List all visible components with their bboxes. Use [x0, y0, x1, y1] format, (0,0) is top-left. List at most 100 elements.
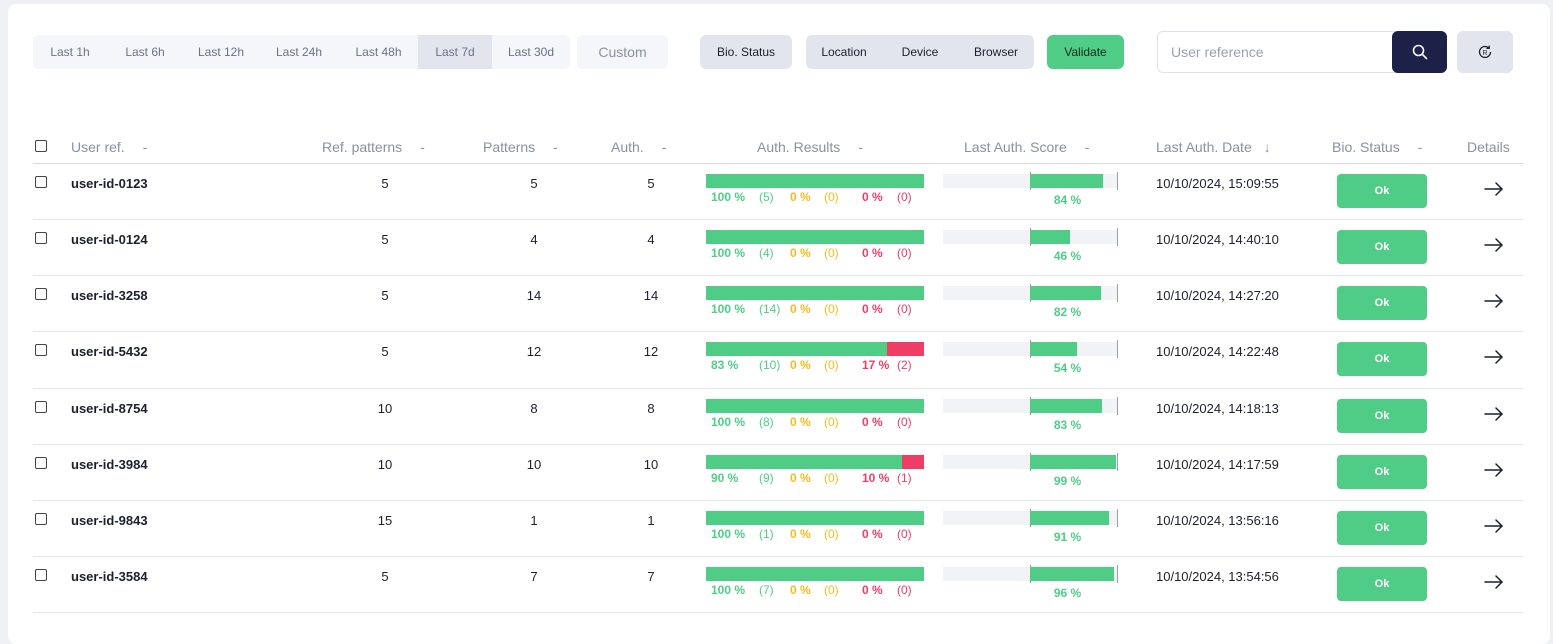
score-value: 84 % — [1053, 193, 1082, 207]
user-ref[interactable]: user-id-3584 — [71, 569, 148, 584]
arrow-right-icon[interactable] — [1483, 234, 1505, 256]
patterns-value: 4 — [530, 232, 538, 247]
validate-button[interactable]: Validate — [1047, 35, 1124, 69]
table-row: user-id-8754 10 8 8 100 % (8) 0 % (0) 0 … — [33, 389, 1523, 445]
location-filter-button[interactable]: Location — [821, 45, 867, 59]
score-fill — [1030, 174, 1103, 188]
row-checkbox[interactable] — [35, 344, 47, 356]
col-details-label: Details — [1467, 139, 1510, 155]
custom-range-button[interactable]: Custom — [577, 35, 668, 69]
auth-value: 7 — [647, 569, 655, 584]
arrow-right-icon[interactable] — [1483, 459, 1505, 481]
user-ref[interactable]: user-id-3258 — [71, 288, 148, 303]
row-checkbox[interactable] — [35, 513, 47, 525]
row-checkbox[interactable] — [35, 401, 47, 413]
time-filter-last-7d[interactable]: Last 7d — [418, 35, 492, 69]
warn-count: (0) — [824, 415, 839, 429]
row-checkbox[interactable] — [35, 288, 47, 300]
user-ref[interactable]: user-id-8754 — [71, 401, 148, 416]
bio-status-badge[interactable]: Ok — [1337, 342, 1427, 376]
col-auth-results[interactable]: Auth. Results - — [757, 139, 863, 155]
col-auth-results-label: Auth. Results — [757, 139, 841, 155]
row-checkbox[interactable] — [35, 569, 47, 581]
col-bio-status[interactable]: Bio. Status - — [1332, 139, 1422, 155]
col-user-ref-label: User ref. — [71, 139, 125, 155]
arrow-right-icon[interactable] — [1483, 346, 1505, 368]
table-header: User ref. - Ref. patterns - Patterns - Auth… — [33, 129, 1523, 164]
warn-count: (0) — [824, 246, 839, 260]
time-filter-last-1h[interactable]: Last 1h — [50, 45, 90, 59]
warn-percent: 0 % — [790, 415, 811, 429]
arrow-right-icon[interactable] — [1483, 178, 1505, 200]
time-filter-last-30d[interactable]: Last 30d — [507, 45, 555, 59]
time-filter-last-24h[interactable]: Last 24h — [275, 45, 323, 59]
sort-indicator: - — [553, 139, 558, 155]
col-patterns[interactable]: Patterns - — [483, 139, 558, 155]
ref-patterns-value: 5 — [381, 569, 389, 584]
ok-count: (1) — [759, 527, 774, 541]
warn-percent: 0 % — [790, 527, 811, 541]
ok-percent: 100 % — [711, 302, 746, 316]
ok-count: (8) — [759, 415, 774, 429]
sort-desc-icon: ↓ — [1263, 139, 1271, 155]
warn-count: (0) — [824, 583, 839, 597]
time-filter-last-48h[interactable]: Last 48h — [355, 45, 402, 59]
col-last-date[interactable]: Last Auth. Date ↓ — [1156, 139, 1271, 155]
user-ref[interactable]: user-id-3984 — [71, 457, 148, 472]
warn-percent: 0 % — [790, 246, 811, 260]
ok-count: (10) — [759, 358, 781, 372]
arrow-right-icon[interactable] — [1483, 290, 1505, 312]
search-button[interactable] — [1392, 31, 1447, 73]
col-last-score[interactable]: Last Auth. Score - — [964, 139, 1089, 155]
score-value: 99 % — [1053, 474, 1082, 488]
bio-status-filter-button[interactable]: Bio. Status — [700, 35, 792, 69]
time-filter-last-12h[interactable]: Last 12h — [197, 45, 245, 59]
arrow-right-icon[interactable] — [1483, 571, 1505, 593]
user-ref[interactable]: user-id-0124 — [71, 232, 148, 247]
col-ref-patterns[interactable]: Ref. patterns - — [322, 139, 425, 155]
bio-status-badge[interactable]: Ok — [1337, 399, 1427, 433]
user-ref[interactable]: user-id-5432 — [71, 344, 148, 359]
arrow-right-icon[interactable] — [1483, 515, 1505, 537]
select-all-checkbox[interactable] — [35, 140, 47, 152]
score-value: 96 % — [1053, 586, 1082, 600]
bio-status-badge[interactable]: Ok — [1337, 455, 1427, 489]
score-fill — [1030, 511, 1109, 525]
user-ref[interactable]: user-id-9843 — [71, 513, 148, 528]
auth-value: 8 — [647, 401, 655, 416]
ok-percent: 90 % — [711, 471, 739, 485]
user-ref[interactable]: user-id-0123 — [71, 176, 148, 191]
user-reference-input[interactable] — [1158, 32, 1392, 72]
col-bio-status-label: Bio. Status — [1332, 139, 1400, 155]
ref-patterns-value: 5 — [381, 288, 389, 303]
col-user-ref[interactable]: User ref. - — [71, 139, 147, 155]
score-value: 54 % — [1053, 361, 1082, 375]
col-patterns-label: Patterns — [483, 139, 536, 155]
row-checkbox[interactable] — [35, 176, 47, 188]
reset-filters-button[interactable]: R — [1457, 31, 1513, 73]
bio-status-badge[interactable]: Ok — [1337, 567, 1427, 601]
device-filter-button[interactable]: Device — [901, 45, 939, 59]
table-row: user-id-9843 15 1 1 100 % (1) 0 % (0) 0 … — [33, 501, 1523, 557]
bio-status-badge[interactable]: Ok — [1337, 286, 1427, 320]
row-checkbox[interactable] — [35, 457, 47, 469]
arrow-right-icon[interactable] — [1483, 403, 1505, 425]
row-checkbox[interactable] — [35, 232, 47, 244]
warn-count: (0) — [824, 302, 839, 316]
bio-status-badge[interactable]: Ok — [1337, 511, 1427, 545]
last-auth-date: 10/10/2024, 14:17:59 — [1156, 457, 1279, 472]
ref-patterns-value: 5 — [381, 344, 389, 359]
ok-count: (5) — [759, 190, 774, 204]
table-row: user-id-3258 5 14 14 100 % (14) 0 % (0) … — [33, 276, 1523, 332]
ok-count: (14) — [759, 302, 781, 316]
auth-value: 1 — [647, 513, 655, 528]
col-auth[interactable]: Auth. - — [611, 139, 666, 155]
table-row: user-id-3984 10 10 10 90 % (9) 0 % (0) 1… — [33, 445, 1523, 501]
svg-text:R: R — [1482, 50, 1487, 57]
browser-filter-button[interactable]: Browser — [973, 45, 1018, 59]
bio-status-badge[interactable]: Ok — [1337, 230, 1427, 264]
bio-status-badge[interactable]: Ok — [1337, 174, 1427, 208]
fail-count: (0) — [897, 190, 912, 204]
time-filter-last-6h[interactable]: Last 6h — [125, 45, 165, 59]
auth-results-bar — [706, 286, 924, 300]
